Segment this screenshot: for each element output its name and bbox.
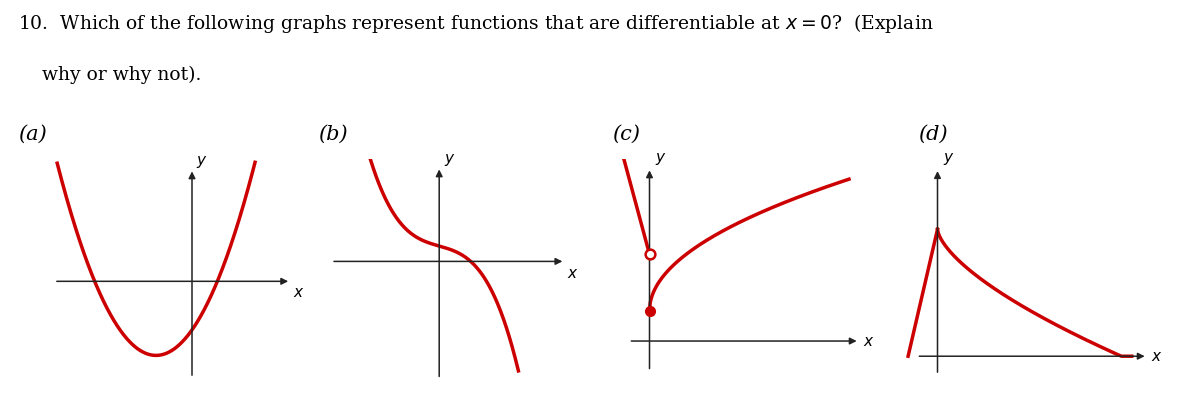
Text: (c): (c): [612, 124, 640, 143]
Text: $y$: $y$: [444, 151, 455, 167]
Text: (a): (a): [18, 124, 47, 143]
Text: why or why not).: why or why not).: [18, 65, 202, 84]
Text: $x$: $x$: [1151, 349, 1162, 363]
Text: $y$: $y$: [196, 153, 208, 169]
Text: $x$: $x$: [293, 285, 305, 299]
Text: (d): (d): [918, 124, 948, 143]
Text: 10.  Which of the following graphs represent functions that are differentiable a: 10. Which of the following graphs repres…: [18, 12, 934, 35]
Text: $y$: $y$: [655, 151, 666, 166]
Text: $x$: $x$: [568, 266, 578, 280]
Text: $y$: $y$: [943, 151, 954, 167]
Text: $x$: $x$: [863, 334, 874, 348]
Text: (b): (b): [318, 124, 348, 143]
